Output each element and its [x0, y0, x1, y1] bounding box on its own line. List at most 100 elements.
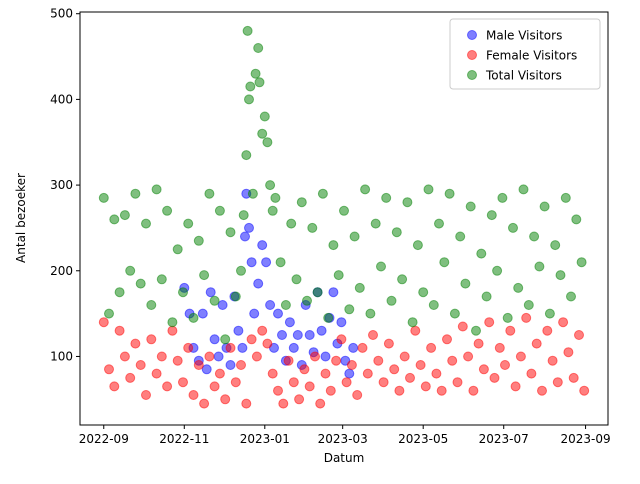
- data-point: [230, 377, 241, 388]
- data-point: [241, 150, 252, 161]
- data-point: [341, 377, 352, 388]
- data-point: [412, 240, 423, 251]
- data-point: [407, 317, 418, 328]
- data-point: [135, 360, 146, 370]
- data-point: [310, 351, 320, 362]
- data-point: [552, 377, 563, 388]
- data-point: [245, 81, 256, 92]
- data-point: [188, 390, 199, 400]
- data-point: [486, 210, 497, 221]
- data-point: [275, 257, 286, 268]
- data-point: [523, 300, 534, 310]
- data-point: [242, 25, 253, 36]
- data-point: [135, 278, 146, 289]
- data-point: [178, 287, 188, 298]
- data-point: [568, 372, 579, 383]
- data-point: [542, 325, 553, 336]
- data-point: [317, 188, 328, 199]
- data-point: [193, 360, 204, 370]
- data-point: [537, 385, 547, 396]
- data-point: [257, 128, 268, 139]
- data-point: [125, 265, 136, 276]
- data-point: [251, 351, 262, 362]
- data-point: [230, 291, 241, 302]
- data-point: [312, 287, 323, 298]
- data-point: [349, 231, 360, 242]
- data-point: [325, 385, 336, 396]
- data-point: [119, 351, 130, 362]
- legend-label: Male Visitors: [486, 29, 562, 43]
- data-point: [460, 278, 471, 289]
- x-axis-label: Datum: [324, 451, 365, 465]
- data-point: [259, 111, 270, 122]
- data-point: [167, 317, 178, 328]
- data-point: [109, 214, 120, 225]
- data-point: [571, 214, 582, 225]
- points-layer: [98, 25, 590, 409]
- data-point: [262, 137, 273, 148]
- data-point: [484, 317, 495, 328]
- data-point: [178, 377, 188, 388]
- x-tick-label: 2022-11: [159, 432, 209, 446]
- data-point: [515, 351, 526, 362]
- data-point: [288, 342, 299, 353]
- data-point: [563, 347, 574, 358]
- data-point: [98, 192, 109, 203]
- data-point: [250, 68, 261, 79]
- data-point: [146, 300, 157, 310]
- data-point: [550, 240, 561, 251]
- data-point: [307, 222, 318, 233]
- y-tick-label: 200: [50, 264, 73, 278]
- data-point: [199, 398, 210, 409]
- data-point: [209, 295, 220, 306]
- data-point: [146, 334, 157, 345]
- x-tick-label: 2023-07: [479, 432, 529, 446]
- data-point: [225, 227, 236, 238]
- data-point: [420, 381, 431, 392]
- data-point: [172, 355, 183, 366]
- data-point: [529, 231, 540, 242]
- data-point: [471, 325, 481, 336]
- data-point: [478, 364, 489, 375]
- data-point: [539, 201, 550, 212]
- data-point: [362, 368, 373, 379]
- data-point: [381, 192, 392, 203]
- legend-box: [449, 18, 601, 90]
- data-point: [397, 274, 408, 285]
- data-point: [240, 231, 250, 242]
- data-point: [508, 222, 518, 233]
- data-point: [376, 261, 386, 272]
- data-point: [481, 291, 492, 302]
- data-point: [333, 270, 344, 281]
- data-point: [151, 368, 162, 379]
- data-point: [213, 351, 224, 362]
- data-point: [442, 334, 452, 345]
- data-point: [114, 287, 125, 298]
- y-tick-label: 400: [50, 92, 73, 106]
- data-point: [241, 398, 252, 409]
- data-point: [214, 368, 225, 379]
- data-point: [156, 274, 167, 285]
- data-point: [455, 231, 466, 242]
- data-point: [579, 385, 590, 396]
- data-point: [244, 94, 254, 105]
- data-point: [267, 205, 278, 216]
- data-point: [204, 188, 215, 199]
- data-point: [357, 342, 368, 353]
- data-point: [489, 372, 500, 383]
- data-point: [328, 287, 339, 298]
- data-point: [156, 351, 167, 362]
- data-point: [555, 270, 566, 281]
- data-point: [531, 338, 542, 349]
- data-point: [193, 235, 204, 246]
- data-point: [354, 282, 365, 293]
- data-point: [494, 342, 505, 353]
- data-point: [273, 308, 283, 319]
- data-point: [436, 385, 447, 396]
- data-point: [320, 368, 331, 379]
- data-point: [291, 274, 302, 285]
- series-1: [98, 312, 590, 409]
- data-point: [209, 381, 220, 392]
